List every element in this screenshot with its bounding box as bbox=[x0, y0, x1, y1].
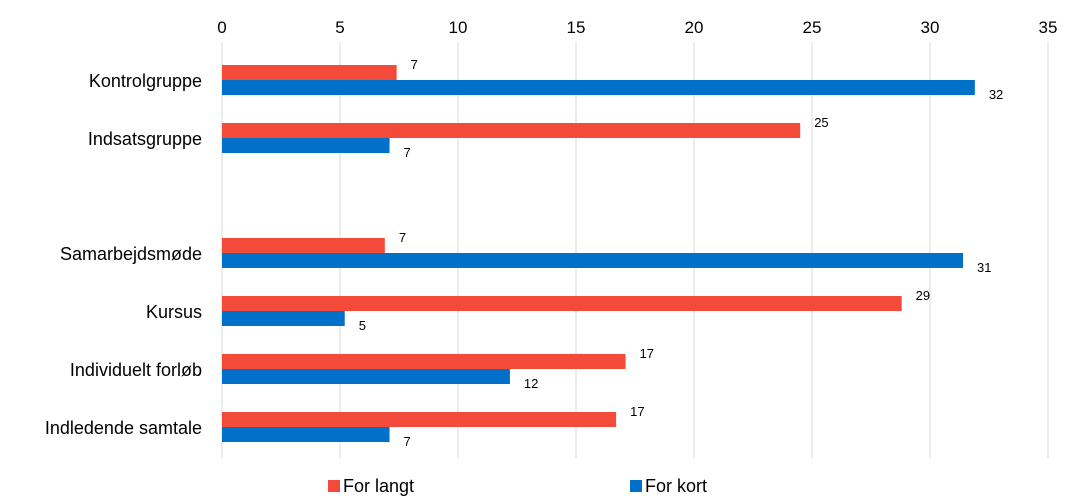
data-label: 5 bbox=[359, 318, 366, 333]
category-label: Indledende samtale bbox=[45, 418, 202, 438]
category-label: Kursus bbox=[146, 302, 202, 322]
bar-for-langt bbox=[222, 296, 902, 311]
data-label: 7 bbox=[404, 434, 411, 449]
legend-label-for-kort: For kort bbox=[645, 475, 708, 496]
bar-for-langt bbox=[222, 65, 397, 80]
legend-item-for-langt: For langt bbox=[328, 475, 414, 497]
data-label: 7 bbox=[404, 145, 411, 160]
x-tick-label: 35 bbox=[1039, 18, 1058, 37]
data-label: 17 bbox=[640, 346, 654, 361]
bar-for-langt bbox=[222, 412, 617, 427]
bar-for-kort bbox=[222, 311, 345, 326]
data-label: 32 bbox=[989, 87, 1003, 102]
bar-for-langt bbox=[222, 123, 801, 138]
bar-for-langt bbox=[222, 354, 626, 369]
x-tick-label: 15 bbox=[567, 18, 586, 37]
x-tick-label: 30 bbox=[921, 18, 940, 37]
bar-for-langt bbox=[222, 238, 385, 253]
data-label: 17 bbox=[630, 404, 644, 419]
bar-for-kort bbox=[222, 253, 964, 268]
category-label: Kontrolgruppe bbox=[89, 71, 202, 91]
legend-label-for-langt: For langt bbox=[343, 475, 415, 496]
data-label: 29 bbox=[916, 288, 930, 303]
data-label: 12 bbox=[524, 376, 538, 391]
bar-for-kort bbox=[222, 427, 390, 442]
x-tick-label: 0 bbox=[217, 18, 226, 37]
x-tick-label: 5 bbox=[335, 18, 344, 37]
category-label: Individuelt forløb bbox=[70, 360, 202, 380]
data-label: 25 bbox=[814, 115, 828, 130]
legend-item-for-kort: For kort bbox=[630, 475, 707, 497]
x-tick-label: 25 bbox=[803, 18, 822, 37]
data-label: 7 bbox=[399, 230, 406, 245]
bar-for-kort bbox=[222, 80, 975, 95]
bar-for-kort bbox=[222, 138, 390, 153]
bar-for-kort bbox=[222, 369, 510, 384]
legend-swatch-for-kort bbox=[630, 480, 642, 492]
data-label: 31 bbox=[977, 260, 991, 275]
data-label: 7 bbox=[411, 57, 418, 72]
bar-chart: 0 5 10 15 20 25 30 35 Kontrolgruppe Indsatsgruppe… bbox=[45, 18, 1058, 458]
x-tick-label: 10 bbox=[449, 18, 468, 37]
x-tick-label: 20 bbox=[685, 18, 704, 37]
legend-swatch-for-langt bbox=[328, 480, 340, 492]
category-label: Samarbejdsmøde bbox=[60, 244, 202, 264]
category-label: Indsatsgruppe bbox=[88, 129, 202, 149]
